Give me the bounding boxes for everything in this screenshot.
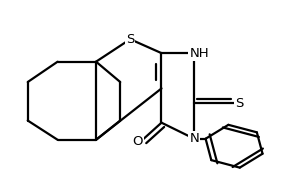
Text: S: S (126, 33, 134, 46)
Text: NH: NH (190, 47, 209, 60)
Text: N: N (189, 132, 199, 145)
Text: S: S (235, 97, 243, 110)
Text: O: O (132, 135, 142, 148)
